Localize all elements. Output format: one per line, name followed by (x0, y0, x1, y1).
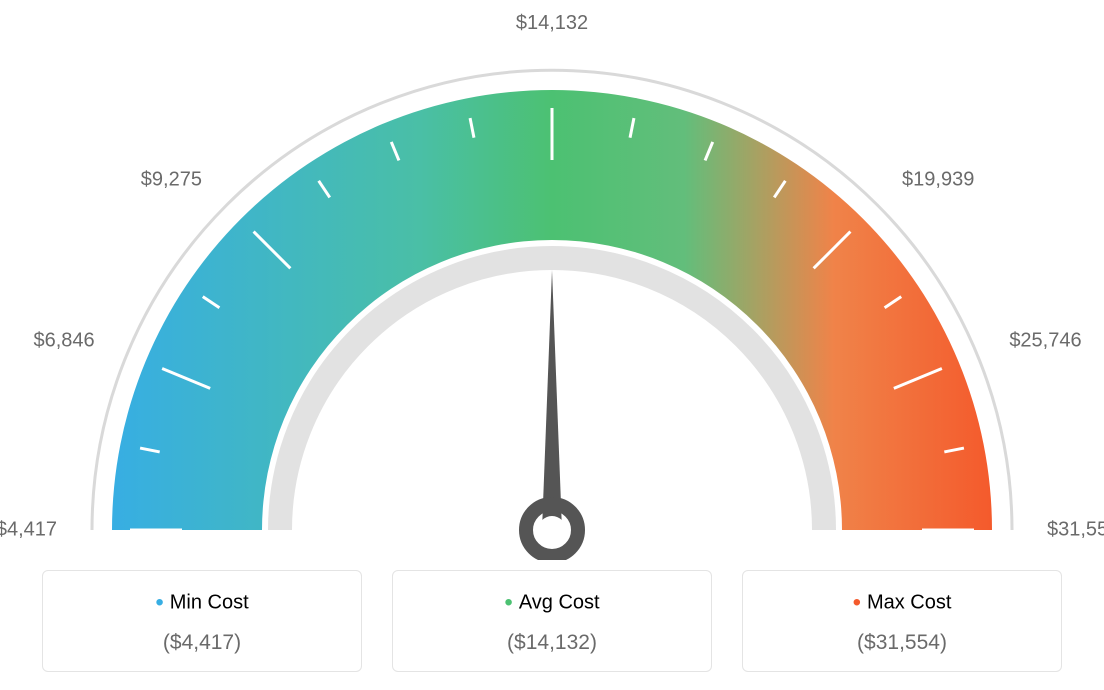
gauge-tick-label: $31,554 (1047, 519, 1104, 542)
legend-title-max: • Max Cost (743, 589, 1061, 617)
legend-card-max: • Max Cost ($31,554) (742, 570, 1062, 672)
legend-card-min: • Min Cost ($4,417) (42, 570, 362, 672)
dot-icon: • (504, 589, 512, 616)
gauge-container: $4,417$6,846$9,275$14,132$19,939$25,746$… (20, 20, 1084, 560)
legend-title-avg: • Avg Cost (393, 589, 711, 617)
gauge-tick-label: $9,275 (141, 168, 202, 191)
legend-title-text: Min Cost (170, 591, 249, 613)
dot-icon: • (853, 589, 861, 616)
gauge-tick-label: $25,746 (1009, 329, 1081, 352)
legend-value-max: ($31,554) (743, 631, 1061, 655)
gauge-chart (20, 20, 1084, 560)
gauge-tick-label: $6,846 (34, 329, 95, 352)
legend-card-avg: • Avg Cost ($14,132) (392, 570, 712, 672)
gauge-tick-label: $14,132 (516, 12, 588, 35)
gauge-tick-label: $19,939 (902, 168, 974, 191)
dot-icon: • (155, 589, 163, 616)
gauge-tick-label: $4,417 (0, 519, 57, 542)
legend-value-avg: ($14,132) (393, 631, 711, 655)
legend-row: • Min Cost ($4,417) • Avg Cost ($14,132) •… (20, 570, 1084, 672)
legend-title-text: Avg Cost (519, 591, 600, 613)
legend-value-min: ($4,417) (43, 631, 361, 655)
legend-title-min: • Min Cost (43, 589, 361, 617)
legend-title-text: Max Cost (867, 591, 951, 613)
